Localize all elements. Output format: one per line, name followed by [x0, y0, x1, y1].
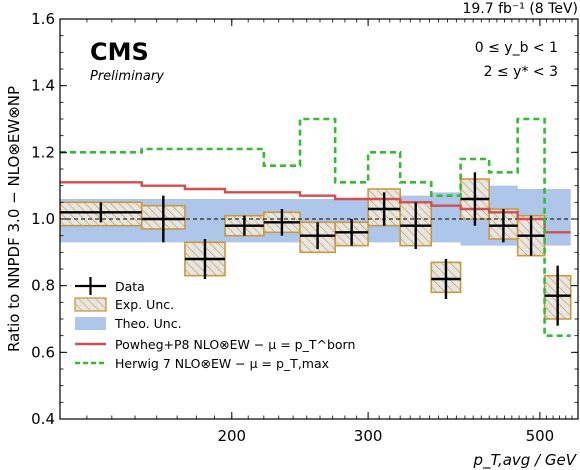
y-tick-label: 1.0 [31, 210, 55, 228]
data-points [60, 172, 571, 326]
legend-herwig: Herwig 7 NLO⊗EW − μ = p_T,max [75, 356, 329, 371]
herwig-series-line [60, 117, 571, 337]
data-point [60, 202, 142, 223]
theo-unc-band-area [60, 185, 571, 246]
data-point [431, 259, 461, 299]
data-point [544, 265, 571, 326]
y-tick-label: 0.6 [31, 343, 55, 361]
data-point [263, 209, 301, 236]
legend-theo-label: Theo. Unc. [114, 316, 182, 331]
data-point [335, 219, 369, 246]
data-point [368, 192, 401, 226]
y-tick-label: 1.6 [31, 10, 55, 28]
legend-powheg: Powheg+P8 NLO⊗EW − μ = p_T^born [75, 337, 355, 352]
data-point [489, 209, 518, 243]
axis-ticks: 0.4 0.6 0.8 1.0 1.2 1.4 1.6 200 300 500 [31, 10, 578, 445]
legend-powheg-label: Powheg+P8 NLO⊗EW − μ = p_T^born [115, 337, 355, 352]
cms-status: Preliminary [90, 69, 164, 84]
y-tick-label: 0.4 [31, 410, 55, 428]
legend-exp-label: Exp. Unc. [115, 297, 174, 312]
legend-data-label: Data [115, 279, 145, 294]
data-point [517, 215, 545, 256]
y-tick-label: 0.8 [31, 277, 55, 295]
x-tick-label: 200 [217, 427, 246, 445]
cut-line-1-text: 0 ≤ y_b < 1 [475, 40, 558, 56]
cut-line-2-text: 2 ≤ y* < 3 [484, 64, 558, 80]
plot-area [60, 117, 578, 337]
data-point [184, 239, 225, 279]
data-point [460, 172, 490, 226]
legend-herwig-label: Herwig 7 NLO⊗EW − μ = p_T,max [115, 356, 329, 371]
cut-line-1: 0 ≤ y_b < 1 [475, 40, 558, 56]
x-axis-label: p_T,avg / GeV [473, 451, 578, 470]
y-tick-label: 1.4 [31, 77, 55, 95]
x-tick-label: 500 [526, 427, 555, 445]
cut-line-2: 2 ≤ y* < 3 [484, 64, 558, 80]
data-point [141, 195, 185, 243]
y-axis-label: Ratio to NNPDF 3.0 − NLO⊗EW⊗NP [5, 86, 23, 352]
theo-unc-band [60, 185, 571, 246]
data-point [400, 202, 432, 249]
legend: Data Exp. Unc. Theo. Unc. Powheg+P8 NLO⊗… [74, 277, 355, 371]
cms-logo: CMS [90, 38, 149, 66]
legend-data: Data [75, 277, 145, 295]
legend-exp: Exp. Unc. [74, 297, 174, 312]
data-point [224, 215, 264, 236]
y-tick-label: 1.2 [31, 143, 55, 161]
legend-theo: Theo. Unc. [75, 316, 182, 331]
data-point [300, 222, 336, 249]
lumi-label: 19.7 fb⁻¹ (8 TeV) [462, 1, 578, 17]
x-tick-label: 300 [354, 427, 383, 445]
